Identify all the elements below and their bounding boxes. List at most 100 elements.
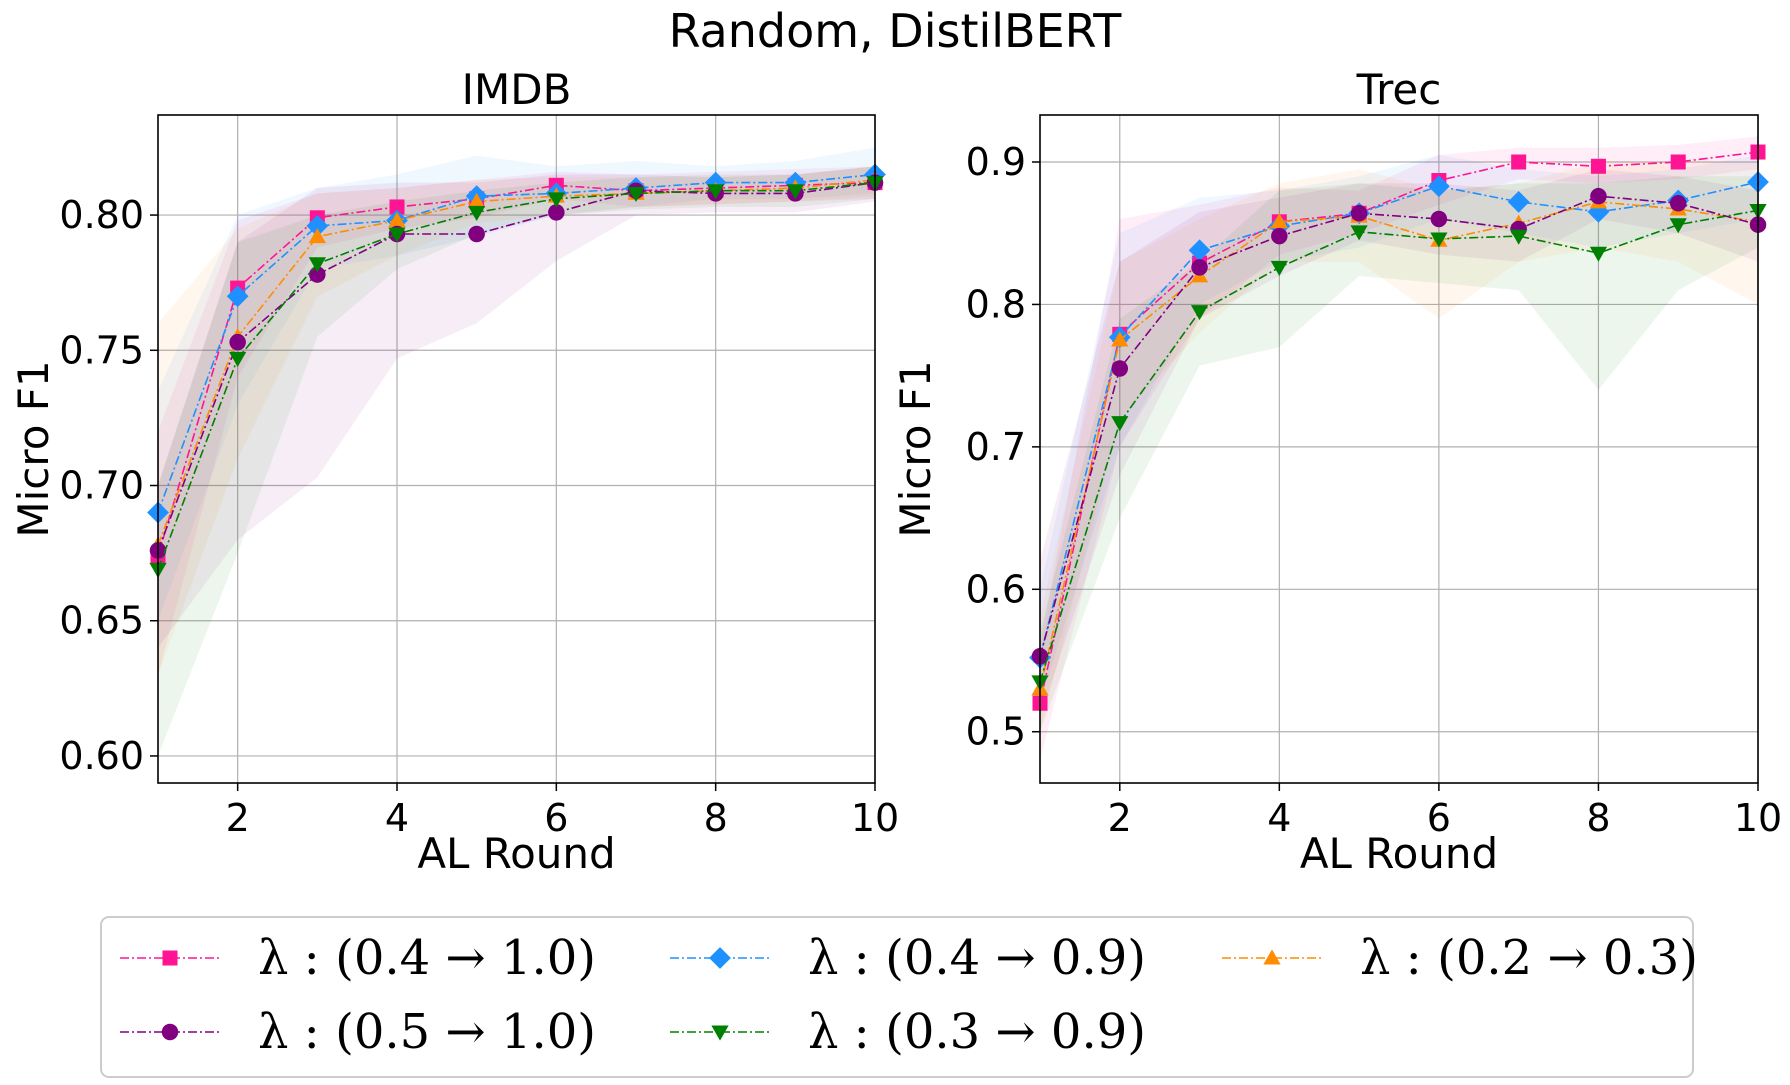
data-point xyxy=(309,266,326,283)
data-point xyxy=(1670,154,1686,170)
data-point xyxy=(468,192,486,209)
y-tick-label: 0.9 xyxy=(966,140,1026,184)
data-point xyxy=(1428,175,1450,198)
series-line xyxy=(1039,201,1759,690)
panel-title: IMDB xyxy=(462,65,572,114)
series-line xyxy=(157,181,876,551)
panel-imdb: 2 4 6 8 10 0.60 0.65 0.70 0.75 0.80 IMDB AL Round Mi… xyxy=(9,65,899,878)
confidence-band xyxy=(1040,136,1758,761)
confidence-band xyxy=(158,166,875,756)
y-tick-label: 0.7 xyxy=(966,425,1026,469)
x-tick-label: 8 xyxy=(704,796,728,840)
x-tick-label: 10 xyxy=(1734,796,1782,840)
data-point xyxy=(1511,154,1527,170)
legend-marker xyxy=(1263,949,1281,965)
y-tick-label: 0.80 xyxy=(59,193,144,237)
data-point xyxy=(1271,227,1288,245)
data-point xyxy=(1589,246,1608,262)
data-point xyxy=(1507,191,1530,213)
legend-item: λ : (0.5 → 1.0) xyxy=(120,1004,596,1060)
series-line xyxy=(1039,195,1759,657)
legend-marker xyxy=(709,947,731,969)
y-tick-label: 0.70 xyxy=(59,464,144,508)
data-point xyxy=(468,225,485,243)
axes-frame xyxy=(157,114,876,784)
data-point xyxy=(1430,232,1448,248)
legend-item: λ : (0.3 → 0.9) xyxy=(670,1004,1146,1060)
y-axis-label: Micro F1 xyxy=(9,360,58,537)
series-line xyxy=(1039,209,1759,683)
data-point xyxy=(229,351,247,368)
data-point xyxy=(1350,205,1368,222)
x-tick-label: 2 xyxy=(226,796,250,840)
legend-label: λ : (0.5 → 1.0) xyxy=(258,1004,596,1060)
data-point xyxy=(786,184,804,200)
data-point xyxy=(707,184,725,200)
data-point xyxy=(308,228,326,244)
data-point xyxy=(1191,259,1208,276)
legend-label: λ : (0.4 → 1.0) xyxy=(258,930,596,986)
confidence-band xyxy=(1040,169,1758,718)
series-line xyxy=(157,181,876,557)
data-point xyxy=(548,204,565,221)
data-point xyxy=(229,333,246,351)
y-tick-label: 0.6 xyxy=(966,567,1026,611)
legend-box xyxy=(100,916,1694,1078)
data-point xyxy=(1669,195,1687,212)
series-line xyxy=(157,181,876,570)
x-tick-label: 8 xyxy=(1586,796,1610,840)
data-point xyxy=(1111,331,1129,347)
x-tick-label: 4 xyxy=(385,796,409,840)
y-tick-label: 0.65 xyxy=(59,599,144,643)
data-point xyxy=(627,186,645,203)
axes-frame xyxy=(1039,114,1759,784)
data-point xyxy=(388,211,406,227)
data-point xyxy=(1510,229,1528,245)
chart-suptitle: Random, DistilBERT xyxy=(669,4,1123,58)
data-point xyxy=(1669,218,1687,234)
series-line xyxy=(1039,151,1759,704)
x-axis-label: AL Round xyxy=(417,829,615,878)
x-tick-label: 6 xyxy=(1427,796,1451,840)
panel-trec: 2 4 6 8 10 0.5 0.6 0.7 0.8 0.9 Trec AL Round Micro F… xyxy=(891,65,1782,878)
legend-marker xyxy=(162,950,178,966)
panel-title: Trec xyxy=(1356,65,1442,114)
data-point xyxy=(1190,305,1209,321)
legend-item: λ : (0.4 → 0.9) xyxy=(670,930,1146,986)
data-point xyxy=(308,257,326,273)
confidence-band xyxy=(158,166,875,648)
data-point xyxy=(1111,416,1129,432)
data-point xyxy=(1188,239,1211,262)
legend-label: λ : (0.4 → 0.9) xyxy=(808,930,1146,986)
data-point xyxy=(547,192,565,208)
x-tick-label: 6 xyxy=(544,796,568,840)
y-tick-label: 0.5 xyxy=(966,710,1026,754)
data-point xyxy=(388,227,406,243)
x-tick-label: 4 xyxy=(1267,796,1291,840)
x-tick-label: 10 xyxy=(851,796,899,840)
data-point xyxy=(1111,360,1129,377)
data-point xyxy=(1350,225,1368,241)
data-point xyxy=(1270,213,1288,229)
series-line xyxy=(157,173,876,513)
data-point xyxy=(306,215,329,237)
x-tick-label: 2 xyxy=(1108,796,1132,840)
legend-item: λ : (0.4 → 1.0) xyxy=(120,930,596,986)
data-point xyxy=(468,205,486,221)
data-point xyxy=(226,285,249,308)
legend-item: λ : (0.2 → 0.3) xyxy=(1222,930,1698,986)
legend-marker xyxy=(711,1025,729,1041)
data-point xyxy=(1270,260,1288,277)
confidence-band xyxy=(1040,162,1758,732)
data-point xyxy=(1590,158,1606,174)
y-tick-label: 0.60 xyxy=(59,734,144,778)
y-tick-label: 0.8 xyxy=(966,282,1026,326)
data-point xyxy=(1430,210,1448,228)
y-tick-label: 0.75 xyxy=(59,328,144,372)
y-axis-label: Micro F1 xyxy=(891,360,940,537)
series-line xyxy=(1039,181,1759,658)
legend-label: λ : (0.3 → 0.9) xyxy=(808,1004,1146,1060)
legend-marker xyxy=(161,1023,179,1041)
confidence-band xyxy=(1040,176,1758,732)
